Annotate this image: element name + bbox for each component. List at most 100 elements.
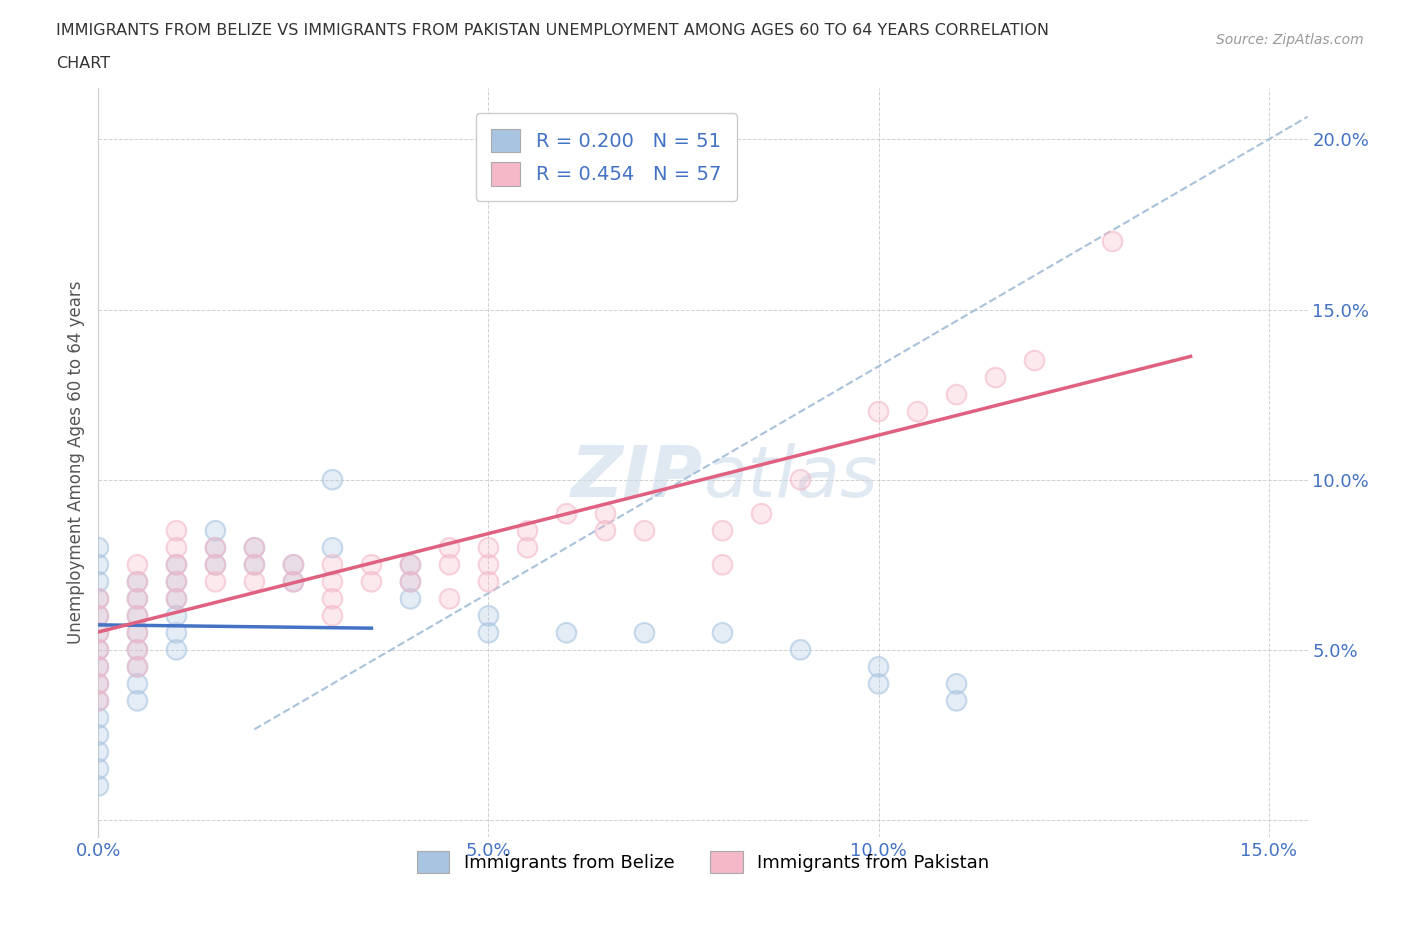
Point <box>87 643 110 658</box>
Point <box>945 387 967 402</box>
Point <box>127 575 149 590</box>
Point <box>127 625 149 640</box>
Point <box>399 591 422 606</box>
Point <box>87 608 110 623</box>
Point <box>321 540 343 555</box>
Text: IMMIGRANTS FROM BELIZE VS IMMIGRANTS FROM PAKISTAN UNEMPLOYMENT AMONG AGES 60 TO: IMMIGRANTS FROM BELIZE VS IMMIGRANTS FRO… <box>56 23 1049 38</box>
Point <box>127 575 149 590</box>
Point <box>87 591 110 606</box>
Point <box>868 659 890 674</box>
Point <box>87 711 110 725</box>
Point <box>477 625 499 640</box>
Point <box>165 557 187 572</box>
Point <box>204 575 226 590</box>
Point <box>321 557 343 572</box>
Point <box>789 643 811 658</box>
Point <box>127 643 149 658</box>
Point <box>87 676 110 691</box>
Point <box>243 540 266 555</box>
Point <box>165 608 187 623</box>
Point <box>360 575 382 590</box>
Point <box>87 625 110 640</box>
Point <box>711 524 734 538</box>
Point <box>127 608 149 623</box>
Point <box>87 625 110 640</box>
Point <box>127 557 149 572</box>
Point <box>399 575 422 590</box>
Point <box>87 557 110 572</box>
Point <box>399 557 422 572</box>
Point <box>283 575 305 590</box>
Point <box>1024 353 1046 368</box>
Point <box>87 676 110 691</box>
Text: Source: ZipAtlas.com: Source: ZipAtlas.com <box>1216 33 1364 46</box>
Point <box>87 727 110 742</box>
Point <box>283 557 305 572</box>
Point <box>243 557 266 572</box>
Point <box>868 676 890 691</box>
Point <box>516 540 538 555</box>
Point <box>87 625 110 640</box>
Point <box>204 524 226 538</box>
Point <box>439 591 461 606</box>
Point <box>87 591 110 606</box>
Point <box>321 557 343 572</box>
Point <box>633 625 655 640</box>
Point <box>127 625 149 640</box>
Point <box>360 557 382 572</box>
Point <box>243 557 266 572</box>
Point <box>477 557 499 572</box>
Point <box>711 557 734 572</box>
Point <box>399 575 422 590</box>
Point <box>477 575 499 590</box>
Point <box>439 540 461 555</box>
Point <box>87 591 110 606</box>
Point <box>165 524 187 538</box>
Point <box>204 524 226 538</box>
Point <box>87 540 110 555</box>
Point <box>439 540 461 555</box>
Point <box>204 540 226 555</box>
Point <box>439 557 461 572</box>
Point <box>127 591 149 606</box>
Point <box>283 575 305 590</box>
Point <box>127 557 149 572</box>
Point <box>165 575 187 590</box>
Point <box>283 575 305 590</box>
Point <box>204 557 226 572</box>
Point <box>789 643 811 658</box>
Point <box>87 745 110 760</box>
Point <box>87 727 110 742</box>
Point <box>789 472 811 487</box>
Point <box>87 608 110 623</box>
Point <box>321 472 343 487</box>
Point <box>204 575 226 590</box>
Point <box>360 575 382 590</box>
Point <box>87 575 110 590</box>
Point <box>87 711 110 725</box>
Point <box>87 694 110 709</box>
Point <box>1024 353 1046 368</box>
Point <box>984 370 1007 385</box>
Point <box>127 659 149 674</box>
Point <box>127 659 149 674</box>
Point <box>868 659 890 674</box>
Point <box>127 643 149 658</box>
Point <box>243 540 266 555</box>
Point <box>1101 234 1123 249</box>
Point <box>399 557 422 572</box>
Point <box>907 405 929 419</box>
Point <box>165 643 187 658</box>
Point <box>87 643 110 658</box>
Point <box>868 676 890 691</box>
Point <box>87 659 110 674</box>
Point <box>399 575 422 590</box>
Point <box>945 676 967 691</box>
Point <box>87 557 110 572</box>
Point <box>127 608 149 623</box>
Point <box>1101 234 1123 249</box>
Point <box>127 591 149 606</box>
Point <box>127 575 149 590</box>
Point <box>516 540 538 555</box>
Point <box>165 591 187 606</box>
